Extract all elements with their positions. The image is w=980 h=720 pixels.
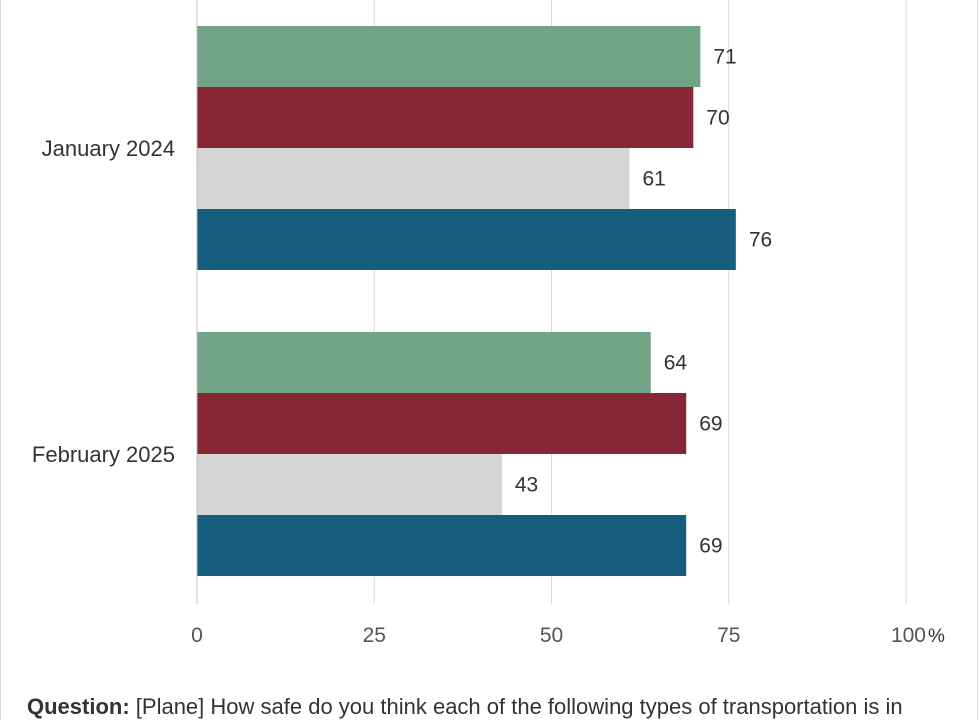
bar bbox=[197, 209, 736, 270]
x-axis-unit: % bbox=[928, 626, 945, 647]
bar-chart: 71 70 61 76 64 69 43 69 January 2024 February 20… bbox=[32, 0, 945, 647]
bar bbox=[197, 515, 687, 576]
bar-value-label: 61 bbox=[642, 168, 665, 191]
bar-value-label: 43 bbox=[515, 474, 538, 497]
bar bbox=[197, 454, 502, 515]
category-labels: January 2024 February 2025 bbox=[32, 136, 175, 467]
question-label: Question: bbox=[27, 694, 130, 719]
bar bbox=[197, 332, 651, 393]
question-note: Question: [Plane] How safe do you think … bbox=[27, 694, 967, 720]
bar bbox=[197, 393, 687, 454]
bar-value-label: 70 bbox=[706, 107, 729, 130]
bar bbox=[197, 148, 630, 209]
category-label: February 2025 bbox=[32, 442, 175, 467]
x-tick-label: 75 bbox=[717, 624, 740, 647]
bar bbox=[197, 26, 701, 87]
question-text: [Plane] How safe do you think each of th… bbox=[129, 694, 903, 719]
bar bbox=[197, 87, 694, 148]
x-tick-label: 100 bbox=[891, 624, 926, 647]
bar-value-label: 69 bbox=[699, 413, 722, 436]
x-tick-label: 50 bbox=[540, 624, 563, 647]
x-axis-ticks: 0 25 50 75 100 bbox=[191, 624, 926, 647]
bars bbox=[197, 26, 736, 576]
x-tick-label: 25 bbox=[363, 624, 386, 647]
x-tick-label: 0 bbox=[191, 624, 203, 647]
category-label: January 2024 bbox=[42, 136, 175, 161]
bar-value-label: 71 bbox=[713, 46, 736, 69]
bar-value-label: 64 bbox=[664, 352, 688, 375]
bar-value-label: 69 bbox=[699, 535, 722, 558]
bar-value-label: 76 bbox=[749, 229, 772, 252]
data-labels: 71 70 61 76 64 69 43 69 bbox=[515, 46, 772, 558]
